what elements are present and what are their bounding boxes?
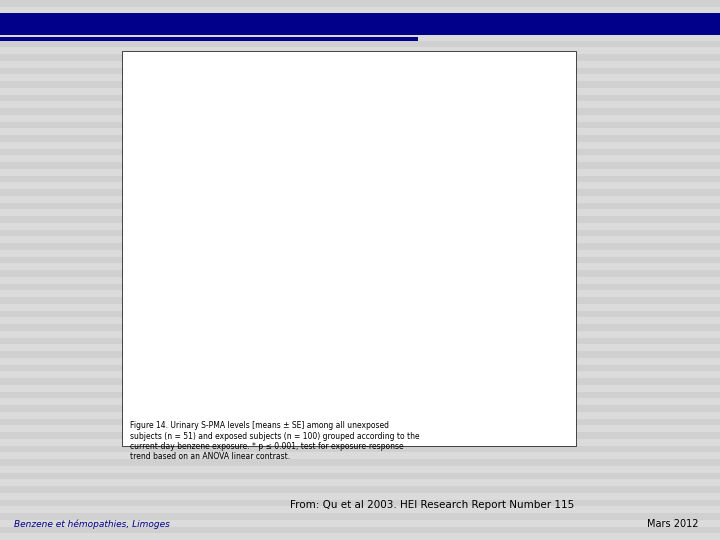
- Text: *: *: [464, 228, 470, 238]
- Bar: [400, 323, 412, 386]
- Bar: [449, 263, 461, 386]
- Bar: [194, 382, 205, 386]
- Bar: [266, 374, 278, 386]
- Bar: [340, 373, 351, 386]
- Text: Figure 14. Urinary S-PMA levels [means ± SE] among all unexposed
subjects (n = 5: Figure 14. Urinary S-PMA levels [means ±…: [130, 421, 419, 461]
- Bar: [437, 343, 449, 386]
- Legend: Before Work, After Work, After – Before: Before Work, After Work, After – Before: [181, 88, 271, 126]
- Bar: [388, 287, 400, 386]
- Text: Mars 2012: Mars 2012: [647, 519, 698, 529]
- Bar: [522, 207, 534, 386]
- Bar: [254, 375, 266, 386]
- Bar: [217, 385, 230, 386]
- Bar: [498, 190, 510, 386]
- Text: *: *: [452, 221, 458, 232]
- Bar: [206, 382, 217, 386]
- Text: *: *: [513, 124, 518, 134]
- Text: *: *: [501, 131, 506, 141]
- Bar: [279, 376, 290, 386]
- Bar: [462, 304, 473, 386]
- Text: Benzene et hémopathies, Limoges: Benzene et hémopathies, Limoges: [14, 519, 170, 529]
- Bar: [510, 183, 521, 386]
- Bar: [328, 360, 339, 386]
- Bar: [376, 353, 387, 386]
- Y-axis label: S-PMA (μg/g creatinine): S-PMA (μg/g creatinine): [132, 184, 142, 307]
- X-axis label: Current-Day Benzene Exposure (ppm): Current-Day Benzene Exposure (ppm): [264, 431, 463, 441]
- Bar: [315, 369, 327, 386]
- Text: From: Qu et al 2003. HEI Research Report Number 115: From: Qu et al 2003. HEI Research Report…: [290, 500, 574, 510]
